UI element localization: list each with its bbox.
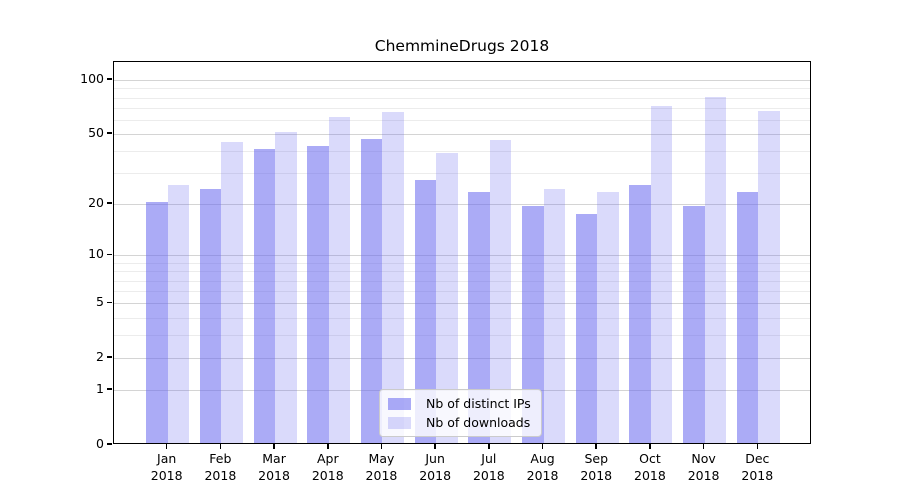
y-axis-tick xyxy=(107,388,112,390)
y-tick-label: 5 xyxy=(96,294,104,310)
legend-label-distinct-ips: Nb of distinct IPs xyxy=(426,396,531,411)
y-gridline-minor xyxy=(114,88,810,90)
x-axis-tick xyxy=(165,444,168,449)
bar-downloads-sep xyxy=(597,191,619,443)
y-tick-label: 100 xyxy=(80,71,104,87)
y-gridline-minor xyxy=(114,119,810,121)
bar-distinct-ips-oct xyxy=(629,185,651,443)
x-axis-tick xyxy=(649,444,651,449)
bar-distinct-ips-mar xyxy=(253,149,276,443)
y-axis-tick xyxy=(107,443,112,445)
bar-downloads-jun xyxy=(436,153,458,443)
chart-title: ChemmineDrugs 2018 xyxy=(374,37,550,55)
bar-downloads-apr xyxy=(328,116,351,443)
x-axis-tick xyxy=(326,444,329,449)
bar-downloads-jan xyxy=(167,185,190,443)
bar-distinct-ips-may xyxy=(360,138,383,443)
bar-distinct-ips-jan xyxy=(146,202,168,443)
y-axis-tick xyxy=(107,301,112,304)
x-tick-label: Apr 2018 xyxy=(311,451,344,483)
y-tick-label: 10 xyxy=(88,246,104,262)
bar-distinct-ips-nov xyxy=(683,206,705,443)
bar-downloads-feb xyxy=(221,142,243,443)
x-tick-label: Jul 2018 xyxy=(472,451,505,483)
x-axis-tick xyxy=(756,444,759,449)
bar-distinct-ips-jul xyxy=(468,191,490,443)
y-gridline-minor xyxy=(114,291,810,293)
x-axis-tick xyxy=(273,444,275,449)
bar-downloads-mar xyxy=(275,132,297,443)
y-tick-label: 0 xyxy=(96,436,104,451)
y-gridline-major xyxy=(114,204,810,206)
bar-distinct-ips-aug xyxy=(522,206,544,443)
y-axis-tick xyxy=(107,78,112,80)
y-gridline-minor xyxy=(114,262,810,264)
y-gridline-minor xyxy=(114,335,810,337)
y-tick-label: 20 xyxy=(88,195,104,211)
x-tick-label: Mar 2018 xyxy=(258,451,290,483)
y-gridline-major xyxy=(114,303,810,305)
x-tick-label: Jan 2018 xyxy=(150,451,183,483)
legend-label-downloads: Nb of downloads xyxy=(426,415,531,430)
x-axis-tick xyxy=(702,444,705,449)
x-axis-tick xyxy=(219,444,222,449)
x-tick-label: Sep 2018 xyxy=(580,451,613,483)
bar-distinct-ips-dec xyxy=(736,191,759,443)
x-axis-tick xyxy=(488,444,490,449)
y-gridline-minor xyxy=(114,173,810,175)
y-gridline-minor xyxy=(114,107,810,109)
bar-distinct-ips-apr xyxy=(307,145,329,443)
x-tick-label: May 2018 xyxy=(365,451,398,483)
bar-downloads-aug xyxy=(543,188,565,443)
y-axis-tick xyxy=(107,202,112,205)
bar-distinct-ips-sep xyxy=(575,214,598,443)
y-gridline-minor xyxy=(114,97,810,99)
legend-swatch-downloads xyxy=(388,416,411,429)
x-tick-label: Nov 2018 xyxy=(687,451,720,483)
bar-downloads-nov xyxy=(704,96,727,443)
legend-item-distinct-ips: Nb of distinct IPs xyxy=(388,396,531,411)
legend-swatch-distinct-ips xyxy=(388,397,411,410)
y-axis-tick xyxy=(107,356,112,358)
x-axis-tick xyxy=(380,444,383,449)
y-gridline-minor xyxy=(114,280,810,282)
bar-downloads-oct xyxy=(650,105,673,443)
y-gridline-major xyxy=(114,80,810,82)
bar-downloads-jul xyxy=(489,140,512,443)
x-tick-label: Oct 2018 xyxy=(634,451,666,483)
x-axis-tick xyxy=(595,444,598,449)
bar-downloads-dec xyxy=(758,110,780,443)
x-tick-label: Jun 2018 xyxy=(419,451,452,483)
bar-downloads-may xyxy=(382,111,404,443)
bar-distinct-ips-jun xyxy=(414,179,437,443)
x-tick-label: Aug 2018 xyxy=(526,451,559,483)
x-axis-tick xyxy=(541,444,544,449)
x-axis-tick xyxy=(434,444,436,449)
y-axis-tick xyxy=(107,253,112,256)
y-gridline-major xyxy=(114,358,810,360)
plot-area: Nb of distinct IPs Nb of downloads xyxy=(113,61,811,444)
y-tick-label: 1 xyxy=(96,381,104,397)
x-tick-label: Dec 2018 xyxy=(741,451,774,483)
y-tick-label: 2 xyxy=(96,349,104,365)
legend-item-downloads: Nb of downloads xyxy=(388,415,531,430)
y-gridline-minor xyxy=(114,151,810,153)
bar-distinct-ips-feb xyxy=(199,188,222,443)
x-tick-label: Feb 2018 xyxy=(204,451,237,483)
y-axis-tick xyxy=(107,132,112,134)
y-gridline-major xyxy=(114,255,810,257)
legend: Nb of distinct IPs Nb of downloads xyxy=(379,389,542,437)
y-gridline-major xyxy=(114,134,810,136)
y-tick-label: 50 xyxy=(88,125,104,141)
y-gridline-minor xyxy=(114,317,810,319)
y-gridline-minor xyxy=(114,271,810,273)
